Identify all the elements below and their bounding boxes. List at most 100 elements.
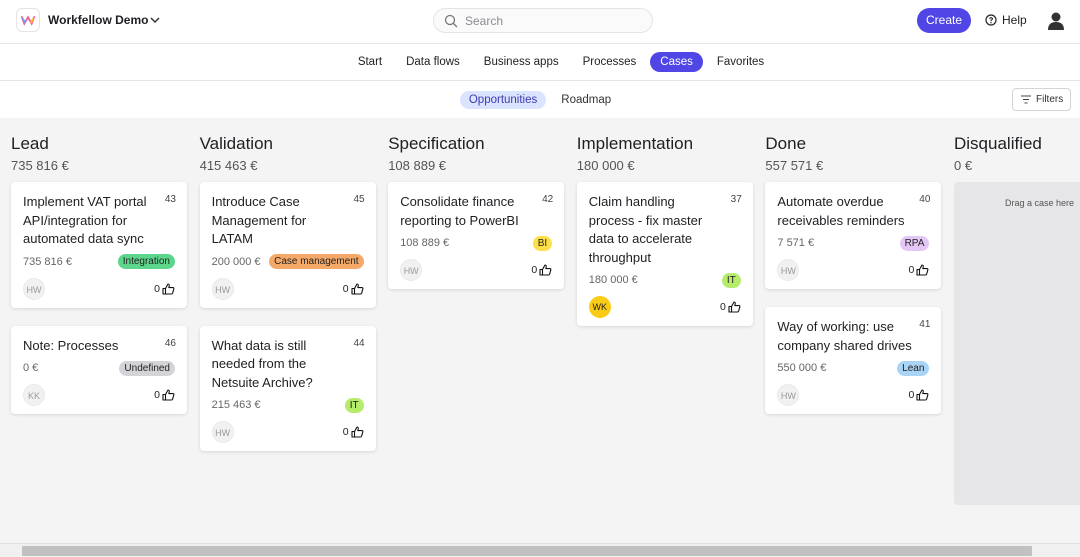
- likes[interactable]: 0: [909, 389, 930, 401]
- case-card[interactable]: Implement VAT portal API/integration for…: [11, 182, 187, 308]
- like-count: 0: [342, 282, 349, 295]
- card-list: Automate overdue receivables reminders 40…: [765, 182, 942, 414]
- sub-tab[interactable]: Opportunities: [459, 90, 547, 109]
- nav-tab[interactable]: Favorites: [716, 56, 765, 68]
- card-footer: HW 0: [400, 258, 552, 282]
- likes[interactable]: 0: [909, 264, 930, 276]
- card-meta: 180 000 € IT: [589, 271, 741, 289]
- chevron[interactable]: [150, 15, 160, 25]
- like-count: 0: [342, 426, 349, 438]
- card-title: Claim handling process - fix master data…: [588, 194, 703, 265]
- card-id: 46: [164, 337, 176, 349]
- nav-tab[interactable]: Data flows: [406, 56, 460, 68]
- likes[interactable]: 0: [531, 264, 552, 276]
- card-tag[interactable]: Integration: [117, 254, 175, 269]
- nav-tab[interactable]: Business apps: [483, 56, 559, 68]
- card-meta: 735 816 € Integration: [23, 253, 175, 271]
- case-card[interactable]: Claim handling process - fix master data…: [576, 182, 753, 326]
- card-meta: 215 463 € IT: [212, 396, 364, 414]
- like-icon[interactable]: [916, 264, 929, 276]
- case-card[interactable]: Consolidate finance reporting to PowerBI…: [388, 182, 565, 289]
- nav-tab[interactable]: Processes: [582, 56, 637, 68]
- assignee-avatar[interactable]: KK: [23, 384, 45, 406]
- assignee-avatar[interactable]: HW: [23, 277, 45, 300]
- card-tag[interactable]: IT: [721, 272, 741, 288]
- case-card[interactable]: What data is still needed from the Netsu…: [199, 325, 376, 451]
- case-card[interactable]: Introduce Case Management for LATAM 45 200…: [199, 182, 376, 308]
- sub-tab[interactable]: Roadmap: [561, 93, 612, 106]
- case-card[interactable]: Way of working: use company shared drive…: [765, 307, 942, 414]
- card-amount: 0 €: [23, 362, 39, 374]
- assignee-avatar[interactable]: WK: [588, 296, 611, 318]
- create-button[interactable]: Create: [917, 8, 971, 33]
- assignee-avatar[interactable]: HW: [400, 259, 423, 281]
- logo[interactable]: [16, 8, 40, 32]
- likes[interactable]: 0: [720, 301, 741, 313]
- help-label: Help: [1002, 13, 1027, 27]
- column-total: 180 000 €: [576, 158, 635, 173]
- likes[interactable]: 0: [154, 283, 175, 295]
- like-count: 0: [531, 264, 538, 276]
- column-total: 0 €: [954, 158, 973, 173]
- card-amount: 180 000 €: [588, 274, 638, 286]
- search-box[interactable]: Search: [433, 8, 653, 33]
- assignee-avatar[interactable]: HW: [777, 259, 800, 281]
- card-id: 44: [353, 337, 365, 349]
- card-amount: 108 889 €: [400, 237, 450, 249]
- card-list: Implement VAT portal API/integration for…: [11, 182, 187, 414]
- user-avatar[interactable]: [1047, 11, 1065, 31]
- assignee-avatar[interactable]: HW: [211, 421, 234, 443]
- card-list: Consolidate finance reporting to PowerBI…: [388, 182, 565, 289]
- card-list: Introduce Case Management for LATAM 45 200…: [199, 182, 376, 451]
- case-card[interactable]: Automate overdue receivables reminders 40…: [765, 182, 942, 289]
- column-total: 108 889 €: [388, 158, 447, 173]
- card-title: Implement VAT portal API/integration for…: [23, 194, 147, 246]
- card-tag[interactable]: Lean: [897, 360, 930, 376]
- card-tag[interactable]: Undefined: [119, 360, 175, 376]
- card-amount: 7 571 €: [777, 237, 815, 249]
- like-icon[interactable]: [539, 264, 552, 276]
- card-footer: HW 0: [211, 420, 364, 444]
- card-meta: 550 000 € Lean: [777, 359, 930, 377]
- column-total: 735 816 €: [11, 158, 69, 173]
- like-count: 0: [908, 389, 915, 401]
- like-icon[interactable]: [351, 282, 364, 295]
- app-name[interactable]: Workfellow Demo: [48, 13, 149, 27]
- card-tag[interactable]: Case management: [269, 254, 364, 269]
- like-icon[interactable]: [162, 389, 175, 401]
- column-title: Validation: [199, 134, 273, 153]
- card-tag[interactable]: IT: [344, 397, 364, 413]
- like-icon[interactable]: [728, 301, 741, 313]
- like-icon[interactable]: [351, 426, 364, 438]
- drop-hint: Drag a case here: [1005, 198, 1075, 208]
- assignee-avatar[interactable]: HW: [777, 384, 800, 406]
- card-tag[interactable]: BI: [532, 235, 553, 251]
- card-amount: 215 463 €: [211, 399, 261, 411]
- filters-button[interactable]: Filters: [1012, 88, 1071, 111]
- card-id: 43: [164, 194, 176, 205]
- assignee-avatar[interactable]: HW: [211, 277, 234, 300]
- column-title: Implementation: [576, 134, 694, 153]
- scroll-thumb[interactable]: [22, 546, 1032, 556]
- card-id: 45: [353, 194, 365, 205]
- card-footer: HW 0: [777, 383, 929, 407]
- main-nav: Start Data flows Business apps Processes Cas…: [0, 44, 1080, 81]
- card-footer: HW 0: [23, 277, 175, 301]
- card-tag[interactable]: RPA: [899, 235, 930, 251]
- card-footer: HW 0: [777, 258, 929, 282]
- scrollbar[interactable]: [0, 543, 1080, 557]
- case-card[interactable]: Note: Processes 46 0 € Undefined KK 0: [11, 325, 187, 414]
- likes[interactable]: 0: [343, 426, 364, 438]
- card-amount: 735 816 €: [23, 255, 72, 268]
- card-meta: 7 571 € RPA: [777, 234, 930, 252]
- likes[interactable]: 0: [343, 283, 364, 295]
- sub-nav: Opportunities Roadmap: [0, 81, 1080, 118]
- like-icon[interactable]: [162, 282, 175, 295]
- like-icon[interactable]: [916, 389, 929, 401]
- nav-tab[interactable]: Cases: [650, 52, 703, 72]
- likes[interactable]: 0: [154, 389, 175, 401]
- card-meta: 108 889 € BI: [400, 234, 553, 252]
- nav-tab[interactable]: Start: [357, 56, 383, 68]
- help-button[interactable]: Help: [985, 13, 1027, 27]
